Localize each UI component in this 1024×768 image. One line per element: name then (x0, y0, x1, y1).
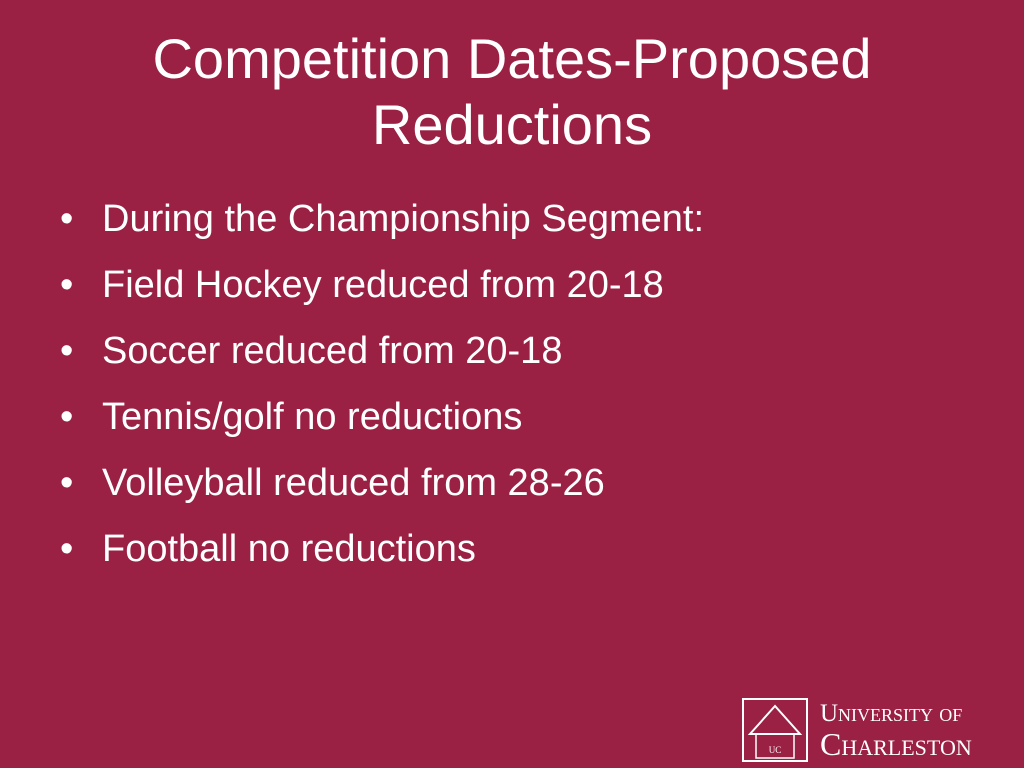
bullet: Soccer reduced from 20-18 (60, 318, 704, 384)
logo: UC University of Charleston (742, 698, 1024, 762)
logo-line: University of (820, 700, 963, 727)
slide-title: Competition Dates-Proposed Reductions (152, 27, 872, 156)
bullet: Football no reductions (60, 516, 704, 582)
logo-mark-text: UC (769, 745, 782, 755)
bullet: Volleyball reduced from 28-26 (60, 450, 704, 516)
bullet: During the Championship Segment: (60, 186, 704, 252)
logo-mark: UC (742, 698, 808, 762)
bullet-list: During the Championship Segment:Field Ho… (60, 186, 704, 582)
logo-line: Charleston (820, 726, 972, 762)
bullet: Field Hockey reduced from 20-18 (60, 252, 704, 318)
bullet: Tennis/golf no reductions (60, 384, 704, 450)
